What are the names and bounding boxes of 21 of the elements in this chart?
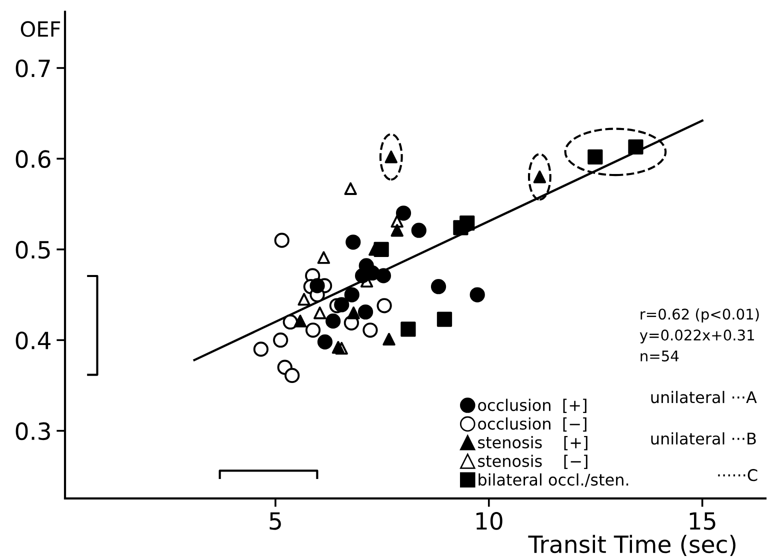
y-tick-label: 0.6: [16, 150, 50, 168]
annotation: y=0.022x+0.31: [640, 330, 754, 344]
legend-label: stenosis [+]: [478, 436, 588, 450]
x-tick-label: 5: [270, 512, 281, 530]
legend-label: occlusion [+]: [478, 398, 586, 413]
annotation: r=0.62 (p<0.01): [640, 308, 759, 322]
annotation: ······C: [718, 469, 758, 482]
y-tick-label: 0.5: [16, 240, 50, 259]
annotation: unilateral ···B: [651, 432, 756, 445]
y-tick-label: 0.4: [16, 332, 50, 350]
legend-label: bilateral occl./sten.: [478, 473, 628, 487]
annotation: unilateral ···A: [651, 390, 757, 404]
legend-label: occlusion [−]: [478, 417, 586, 432]
x-axis-title: Transit Time (sec): [528, 534, 736, 556]
legend-label: stenosis [−]: [478, 454, 588, 469]
x-tick-label: 10: [476, 512, 502, 530]
annotation: n=54: [640, 350, 679, 362]
y-tick-label: 0.3: [16, 422, 50, 440]
y-axis-title: OEF: [20, 21, 60, 37]
x-tick-label: 15: [690, 512, 716, 530]
y-tick-label: 0.7: [16, 59, 50, 78]
